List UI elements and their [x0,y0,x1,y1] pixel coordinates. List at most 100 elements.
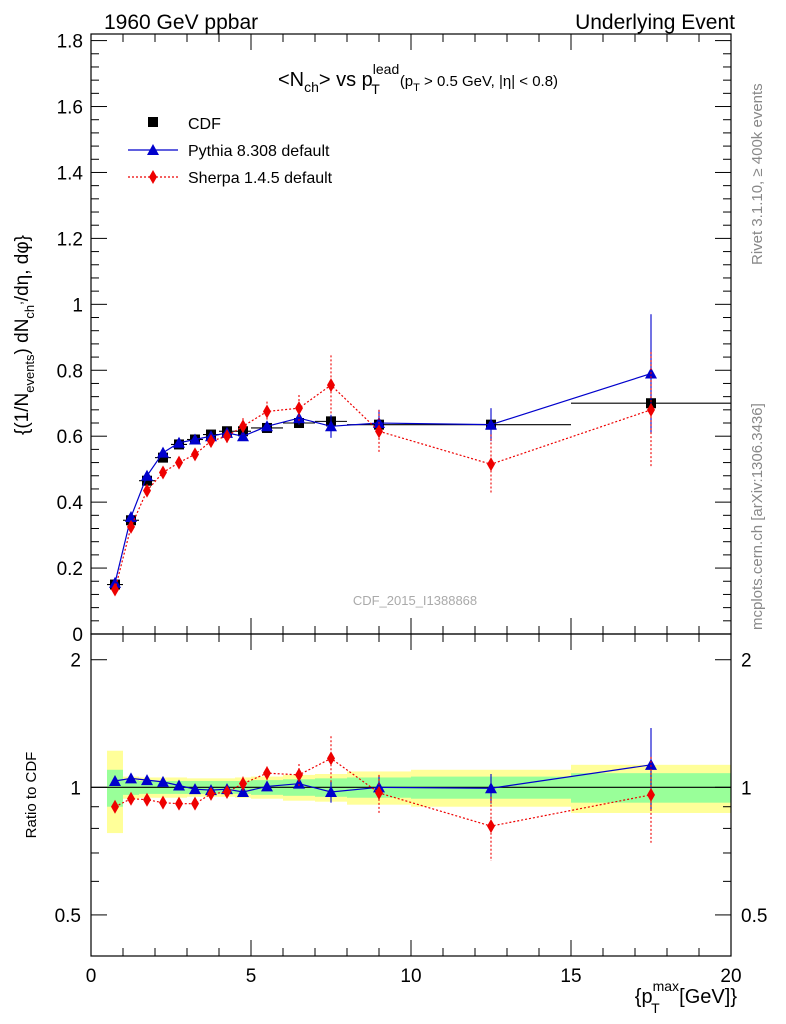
ratio-pythia-point [189,783,201,795]
ratio-pythia-point [261,780,273,792]
ratio-pythia-point [645,758,657,770]
ratio-pythia-point [125,772,137,784]
main-panel: CDF_2015_I1388868 <Nch> vs plead T (pT > 0… [10,32,732,646]
main-sherpa-point [111,582,119,597]
ratio-x-axis: 0 5 10 15 20 [86,634,742,987]
main-pythia-point [189,433,201,445]
ratio-sherpa-point [111,799,119,814]
main-pythia-line [114,372,652,584]
ratio-sherpa-point [191,796,199,811]
ratio-uncertainty-bands [107,750,731,834]
header-left: 1960 GeV ppbar [104,11,258,34]
x-tick-label: 10 [400,966,421,987]
main-sherpa-point [143,483,151,498]
main-sherpa-point [175,455,183,470]
main-y-tick-label: 0.8 [57,361,83,382]
ratio-sherpa-point [375,785,383,800]
main-y-tick-label: 0.6 [57,427,83,448]
ratio-pythia-point [325,785,337,797]
x-tick-label: 0 [86,966,97,987]
main-pythia-point [109,576,121,588]
main-plot-frame [90,33,732,635]
ratio-sherpa-point [295,767,303,782]
header-right: Underlying Event [575,11,735,34]
main-sherpa-point [647,402,655,417]
ratio-panel: 0.5 0.5 1 1 2 2 0 5 10 15 20 Ratio to CDF {pmax T … [23,633,768,1016]
main-pythia-point [157,446,169,458]
x-tick-label: 5 [246,966,257,987]
main-pythia-point [261,420,273,432]
main-title-text: <Nch> vs plead T (pT > 0.5 GeV, |η| < 0.8) [278,61,558,97]
ratio-pythia-point [237,785,249,797]
ratio-sherpa-point [239,776,247,791]
main-sherpa-point [239,419,247,434]
legend: CDF Pythia 8.308 default Sherpa 1.4.5 de… [128,116,333,187]
ratio-sherpa-point [487,819,495,834]
ratio-pythia-point [173,779,185,791]
main-sherpa-point [127,519,135,534]
ratio-pythia-point [293,777,305,789]
ratio-pythia-point [157,775,169,787]
main-sherpa-point [223,429,231,444]
main-title: <Nch> vs plead T (pT > 0.5 GeV, |η| < 0.8) [278,61,558,97]
main-y-tick-label: 0 [72,625,83,646]
ratio-sherpa-point [263,766,271,781]
watermark-label: CDF_2015_I1388868 [353,593,477,608]
main-y-tick-label: 1.8 [57,32,83,53]
ratio-sherpa-point [127,791,135,806]
ratio-pythia-point [485,782,497,794]
legend-pythia-label: Pythia 8.308 default [188,143,330,160]
main-pythia-point [293,412,305,424]
ratio-pythia-point [141,774,153,786]
ratio-y-tick-label-right: 2 [741,651,752,672]
main-y-tick-label: 1 [72,295,83,316]
main-y-axis: 0 0.2 0.4 0.6 0.8 1 1.2 1.4 1.6 1.8 [57,32,731,646]
ratio-sherpa-point [647,787,655,802]
ratio-sherpa-point [175,796,183,811]
main-pythia-point [141,469,153,481]
ratio-band-inner [107,769,123,807]
ratio-sherpa-point [143,792,151,807]
legend-sherpa-marker [149,170,157,184]
main-pythia-point [173,436,185,448]
main-y-tick-label: 1.4 [57,163,84,184]
ratio-plot-frame [90,633,732,957]
ratio-y-tick-label-left: 0.5 [55,906,81,927]
main-y-tick-label: 1.2 [57,229,83,250]
ratio-pythia-point [109,774,121,786]
rivet-label: Rivet 3.1.10, ≥ 400k events [749,83,766,265]
x-axis-label: {pmax T [GeV]} [635,978,738,1016]
x-tick-label: 20 [720,966,741,987]
legend-cdf-marker [148,117,158,127]
main-pythia-point [237,430,249,442]
main-x-ticks [90,34,732,634]
legend-sherpa-label: Sherpa 1.4.5 default [188,170,333,187]
main-sherpa-point [295,401,303,416]
main-pythia-point [485,418,497,430]
main-pythia-point [325,420,337,432]
ratio-y-tick-label-right: 1 [741,778,752,799]
main-sherpa-point [207,434,215,449]
legend-cdf-label: CDF [188,116,221,133]
ratio-sherpa-point [159,795,167,810]
ratio-y-label: Ratio to CDF [23,752,40,839]
main-y-tick-label: 1.6 [57,98,83,119]
main-series-layer [107,314,731,597]
ratio-y-axis: 0.5 0.5 1 1 2 2 [55,651,768,927]
main-sherpa-point [327,378,335,393]
ratio-sherpa-point [327,751,335,766]
ratio-y-tick-label-left: 1 [70,778,81,799]
main-sherpa-point [159,465,167,480]
main-sherpa-point [487,457,495,472]
main-sherpa-point [263,404,271,419]
mcplots-label: mcplots.cern.ch [arXiv:1306.3436] [749,403,766,630]
main-sherpa-point [375,424,383,439]
main-y-tick-label: 0.2 [57,559,83,580]
ratio-sherpa-point [207,786,215,801]
x-tick-label: 15 [560,966,581,987]
main-sherpa-point [191,447,199,462]
ratio-series-layer [109,728,657,862]
legend-pythia-marker [147,144,159,155]
ratio-sherpa-point [223,784,231,799]
ratio-y-tick-label-right: 0.5 [741,906,767,927]
